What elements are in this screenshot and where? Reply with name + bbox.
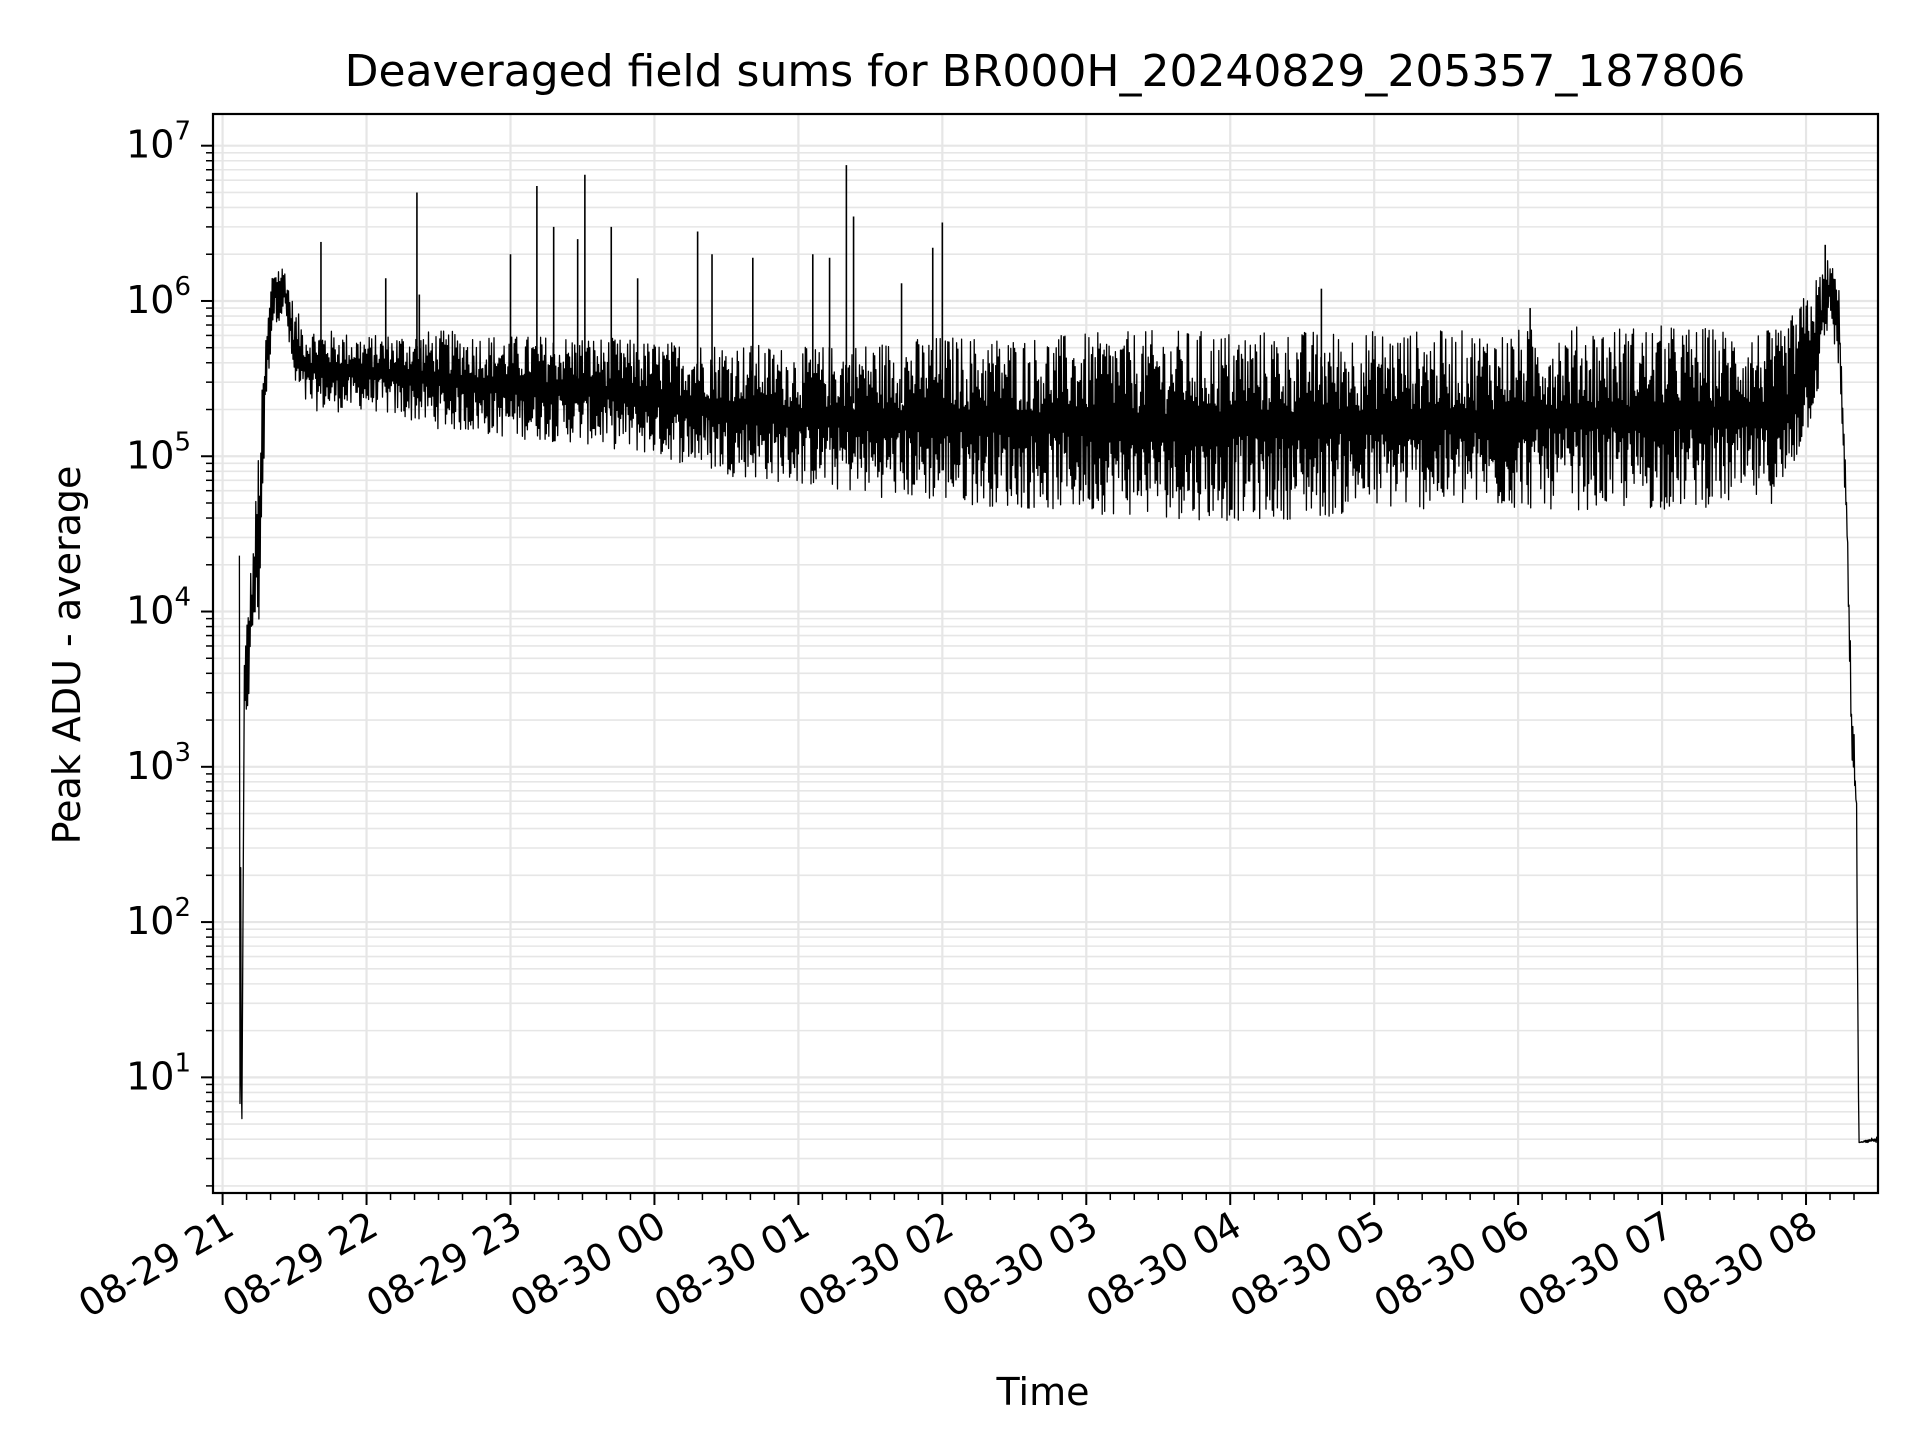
x-tick-label: 08-29 21 xyxy=(71,1203,241,1327)
x-tick-label: 08-30 06 xyxy=(1367,1203,1537,1327)
y-tick-label: 103 xyxy=(126,738,191,788)
x-tick-label: 08-30 01 xyxy=(647,1203,817,1327)
x-tick-label: 08-30 04 xyxy=(1079,1203,1249,1327)
x-tick-label: 08-30 02 xyxy=(791,1203,961,1327)
y-tick-label: 107 xyxy=(126,117,191,167)
grid-layer xyxy=(213,114,1878,1193)
plot-frame xyxy=(211,112,1880,1195)
series-layer xyxy=(238,165,1879,1144)
x-tick-label: 08-30 00 xyxy=(503,1203,673,1327)
y-axis-label: Peak ADU - average xyxy=(45,466,89,845)
x-tick-label: 08-30 07 xyxy=(1511,1203,1681,1327)
y-tick-label: 105 xyxy=(126,427,191,477)
series-trace xyxy=(238,260,1879,1144)
y-tick-label: 101 xyxy=(126,1048,191,1098)
chart-title: Deaveraged field sums for BR000H_2024082… xyxy=(345,46,1746,97)
y-tick-label: 104 xyxy=(126,583,191,633)
x-tick-label: 08-30 05 xyxy=(1223,1203,1393,1327)
y-tick-label: 102 xyxy=(126,893,191,943)
x-tick-label: 08-30 08 xyxy=(1655,1203,1825,1327)
x-tick-label: 08-30 03 xyxy=(935,1203,1105,1327)
x-tick-label: 08-29 23 xyxy=(359,1203,529,1327)
y-axis: 101 102 103 104 105 106 107 xyxy=(126,117,213,1187)
y-tick-label: 106 xyxy=(126,272,191,322)
x-axis-label: Time xyxy=(996,1370,1090,1414)
x-tick-label: 08-29 22 xyxy=(215,1203,385,1327)
